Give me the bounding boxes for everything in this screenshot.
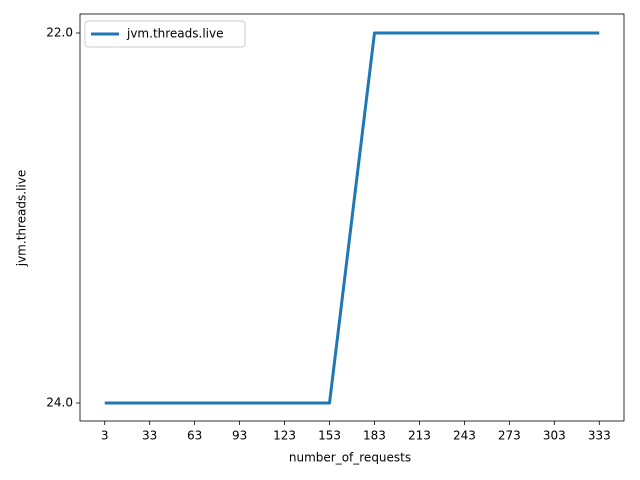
legend-label: jvm.threads.live xyxy=(126,27,224,41)
x-tick-label: 273 xyxy=(498,429,521,443)
y-tick-label: 24.0 xyxy=(46,396,73,410)
x-tick-label: 63 xyxy=(187,429,202,443)
x-tick-label: 3 xyxy=(101,429,109,443)
legend-box xyxy=(84,20,246,48)
x-axis-label: number_of_requests xyxy=(289,451,411,465)
x-tick-label: 123 xyxy=(273,429,296,443)
line-series xyxy=(104,31,600,405)
x-tick-label: 303 xyxy=(543,429,566,443)
x-tick-label: 153 xyxy=(318,429,341,443)
y-tick-label: 22.0 xyxy=(46,26,73,40)
x-tick-label: 33 xyxy=(142,429,157,443)
x-tick-label: 93 xyxy=(232,429,247,443)
x-tick-label: 183 xyxy=(363,429,386,443)
y-axis-label: jvm.threads.live xyxy=(15,170,29,268)
axes-frame xyxy=(79,13,625,422)
x-tick-label: 333 xyxy=(588,429,611,443)
x-tick-label: 243 xyxy=(453,429,476,443)
x-tick-label: 213 xyxy=(408,429,431,443)
